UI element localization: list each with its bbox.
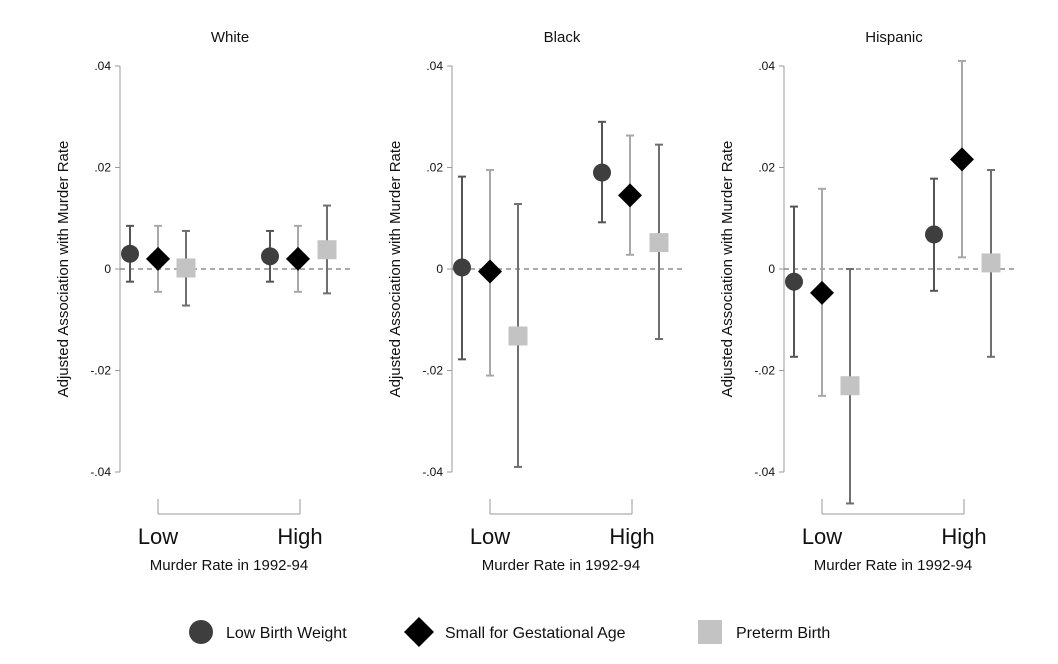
legend-item: Preterm Birth: [698, 620, 830, 644]
y-tick-label: .04: [94, 59, 111, 73]
data-point-circle: [453, 258, 471, 277]
data-point-circle: [785, 272, 803, 291]
y-tick-label: -.04: [754, 465, 775, 479]
data-point-diamond: [286, 246, 310, 271]
y-tick-label: -.02: [422, 364, 443, 378]
data-point-circle: [593, 163, 611, 182]
series-small-for-gestational-age: [478, 134, 642, 377]
x-category-label: Low: [802, 524, 842, 549]
data-point-square: [649, 233, 669, 253]
legend: Low Birth Weight Small for Gestational Ag…: [189, 617, 830, 647]
data-point-square: [317, 240, 337, 260]
data-point-diamond: [618, 183, 642, 208]
x-category-label: High: [609, 524, 654, 549]
series-low-birth-weight: [121, 224, 279, 283]
data-point-circle: [121, 244, 139, 263]
y-tick-label: .02: [426, 161, 443, 175]
y-tick-label: .02: [758, 161, 775, 175]
series-preterm-birth: [508, 143, 669, 468]
x-axis-label: Murder Rate in 1992-94: [150, 557, 308, 574]
y-axis-label: Adjusted Association with Murder Rate: [387, 141, 404, 398]
data-point-square: [508, 326, 528, 346]
panel-title: White: [211, 29, 249, 46]
data-point-square: [176, 258, 196, 278]
y-tick-label: -.02: [90, 364, 111, 378]
y-tick-label: 0: [104, 262, 111, 276]
panel-title: Black: [544, 29, 581, 46]
y-tick-label: .04: [426, 59, 443, 73]
legend-marker-circle: [189, 620, 213, 644]
x-category-label: Low: [470, 524, 510, 549]
panel-hispanic: Hispanic Adjusted Association with Murder…: [719, 29, 1014, 574]
panel-white: White Adjusted Association with Murder Ra…: [55, 29, 350, 574]
y-tick-label: 0: [436, 262, 443, 276]
data-point-square: [981, 253, 1001, 273]
legend-label: Low Birth Weight: [226, 625, 347, 642]
x-category-label: Low: [138, 524, 178, 549]
y-tick-label: -.02: [754, 364, 775, 378]
panel-title: Hispanic: [865, 29, 923, 46]
x-category-label: High: [941, 524, 986, 549]
legend-item: Small for Gestational Age: [404, 617, 626, 647]
data-point-square: [840, 376, 860, 396]
series-preterm-birth: [176, 204, 337, 307]
x-axis-label: Murder Rate in 1992-94: [814, 557, 972, 574]
x-axis-label: Murder Rate in 1992-94: [482, 557, 640, 574]
y-axis-label: Adjusted Association with Murder Rate: [719, 141, 736, 398]
y-axis-label: Adjusted Association with Murder Rate: [55, 141, 72, 398]
data-point-diamond: [810, 280, 834, 305]
data-point-diamond: [478, 259, 502, 284]
series-preterm-birth: [840, 169, 1001, 505]
panels: White Adjusted Association with Murder Ra…: [55, 29, 1014, 574]
data-point-circle: [925, 225, 943, 244]
legend-marker-square: [698, 620, 722, 644]
data-point-diamond: [950, 147, 974, 172]
series-small-for-gestational-age: [146, 224, 310, 293]
y-tick-label: -.04: [90, 465, 111, 479]
panel-black: Black Adjusted Association with Murder Ra…: [387, 29, 682, 574]
series-low-birth-weight: [453, 120, 611, 361]
legend-marker-diamond: [404, 617, 434, 647]
y-tick-label: .04: [758, 59, 775, 73]
y-tick-label: 0: [768, 262, 775, 276]
series-low-birth-weight: [785, 177, 943, 358]
y-tick-label: .02: [94, 161, 111, 175]
data-point-diamond: [146, 246, 170, 271]
legend-label: Small for Gestational Age: [445, 625, 626, 642]
y-tick-label: -.04: [422, 465, 443, 479]
x-category-label: High: [277, 524, 322, 549]
series-small-for-gestational-age: [810, 59, 974, 397]
legend-label: Preterm Birth: [736, 625, 830, 642]
legend-item: Low Birth Weight: [189, 620, 347, 644]
data-point-circle: [261, 247, 279, 266]
